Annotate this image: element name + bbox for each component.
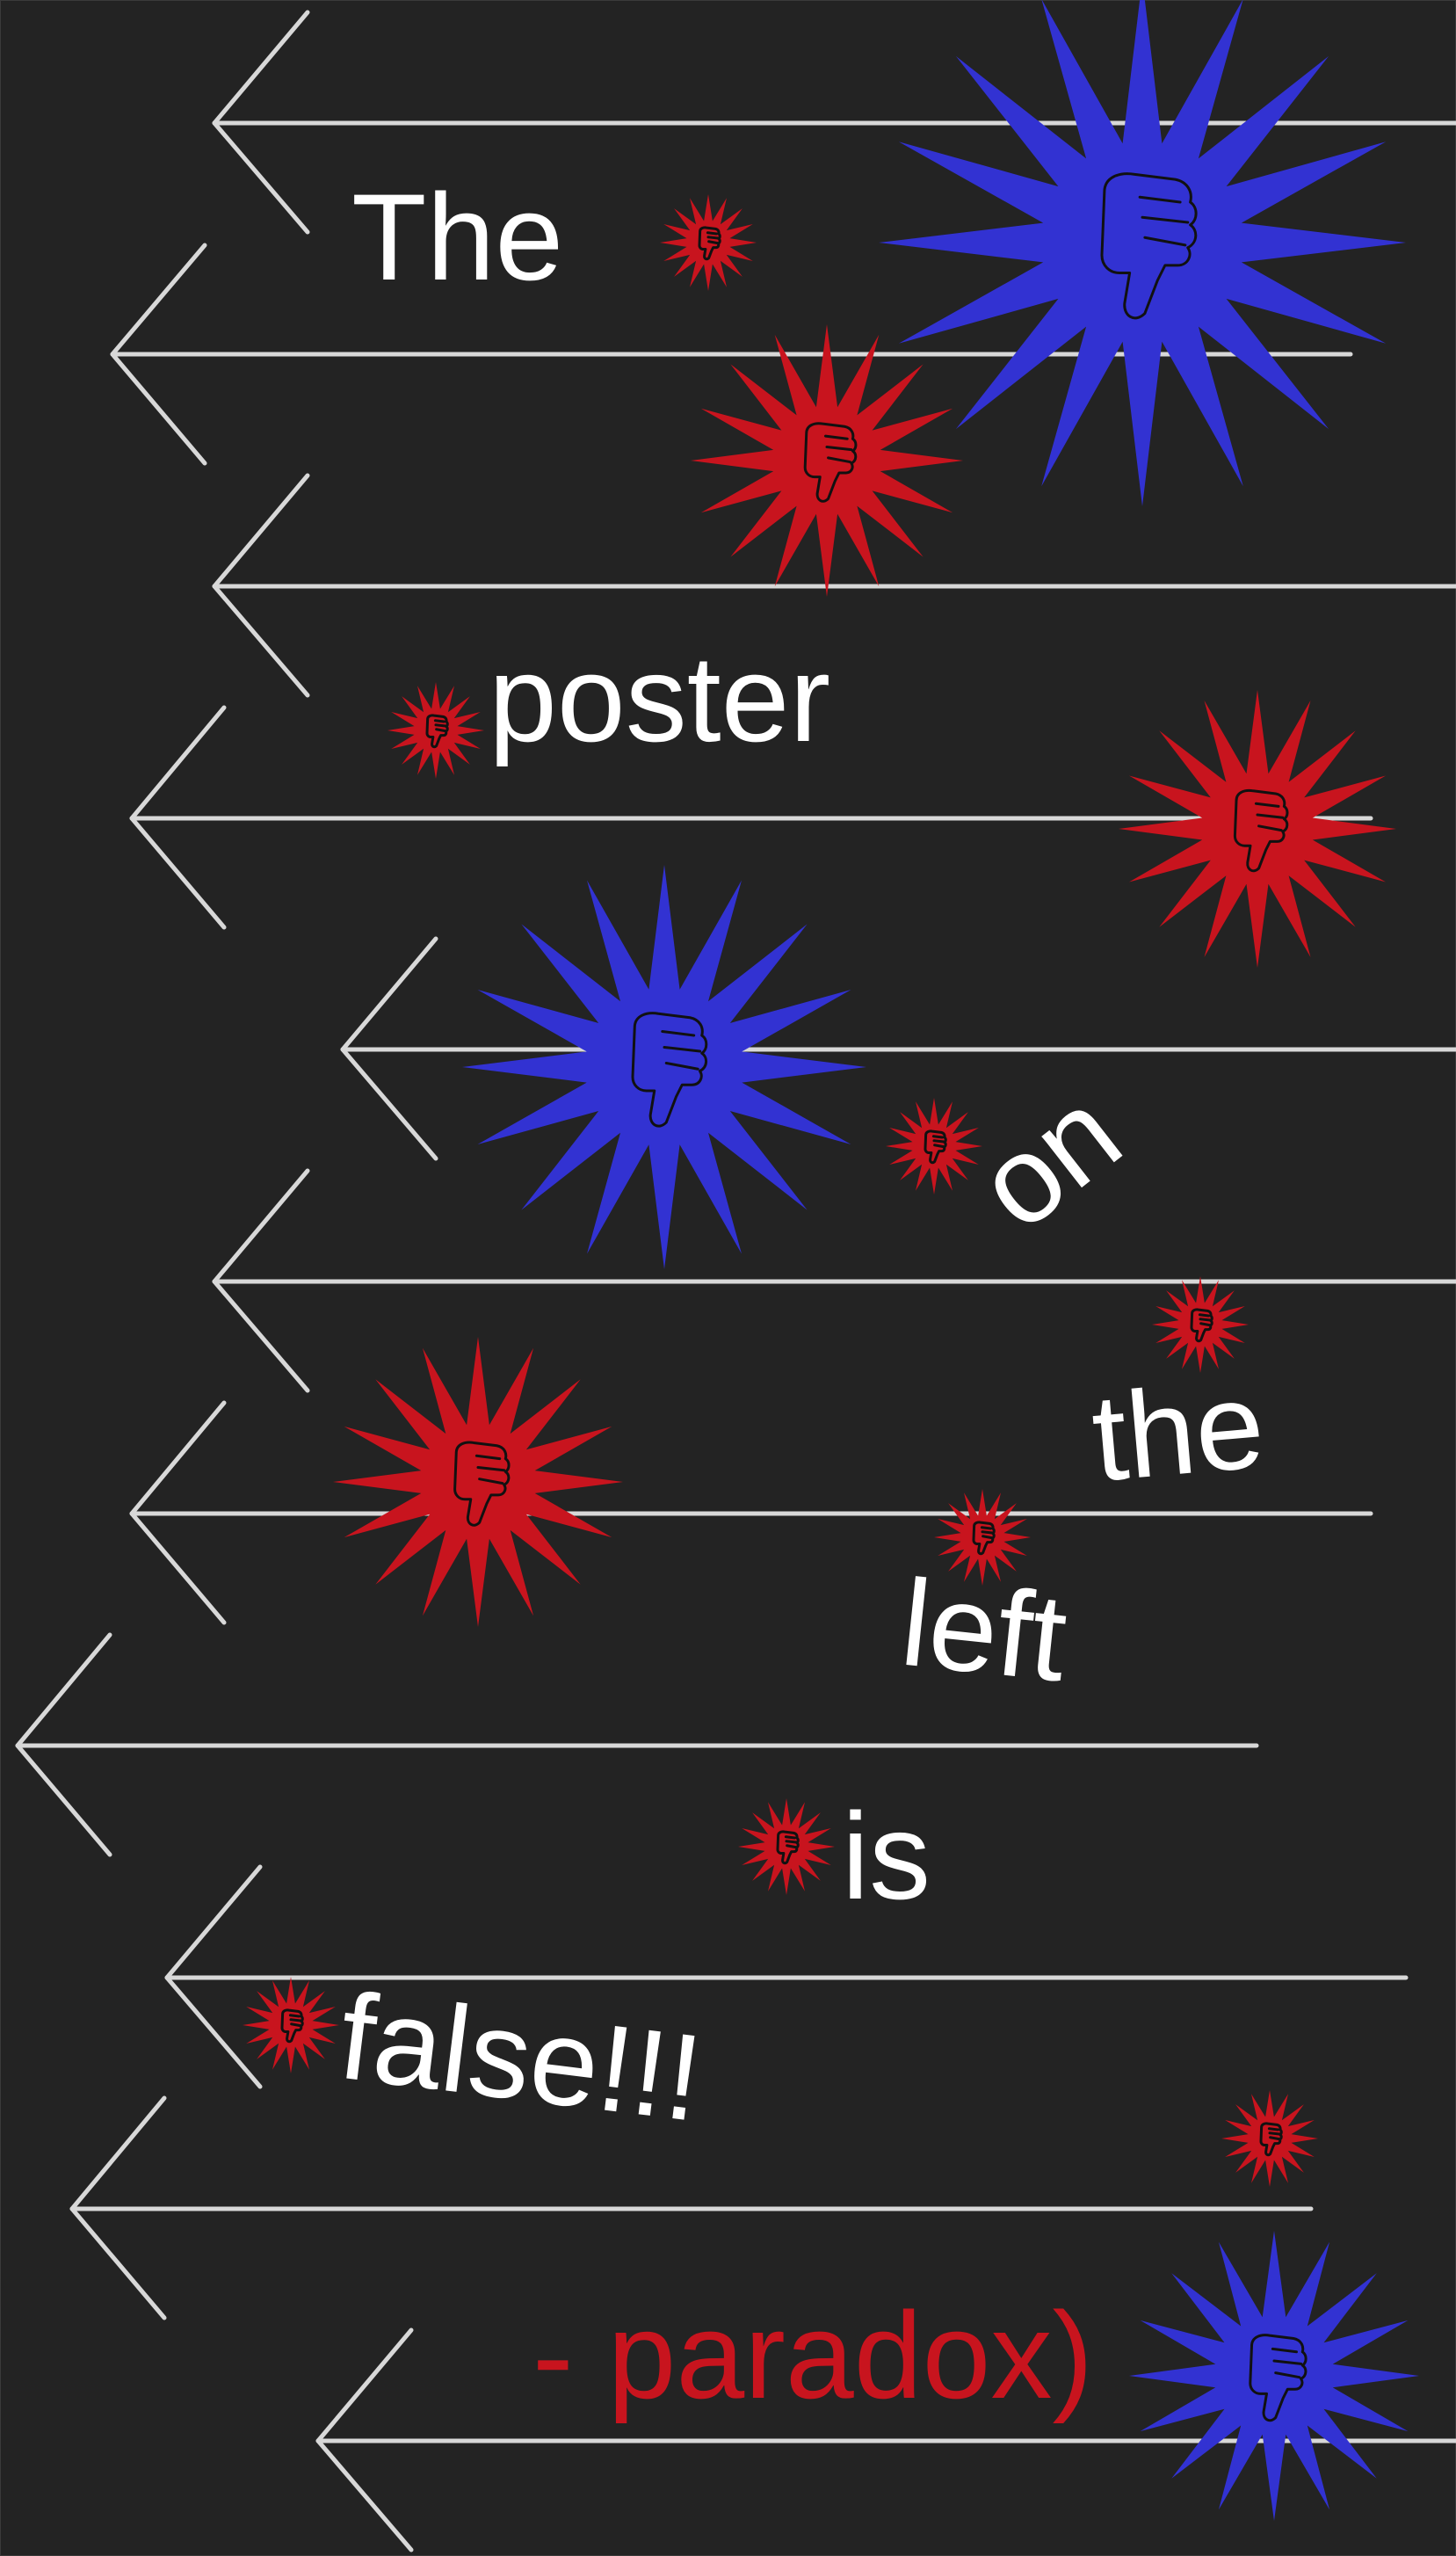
burst-red-small-1: [660, 194, 757, 291]
burst-red-1: [691, 324, 963, 597]
word-the-2: the: [1087, 1355, 1270, 1507]
thumbs-down-icon: [425, 714, 449, 749]
burst-blue-top: [879, 0, 1406, 506]
thumbs-down-icon: [1190, 1308, 1213, 1343]
burst-blue-middle: [462, 865, 866, 1269]
thumbs-down-icon: [280, 2008, 304, 2044]
thumbs-down-icon: [776, 1830, 800, 1865]
arrow-9: [164, 1864, 1409, 2089]
arrow-4: [129, 705, 1373, 930]
burst-red-small-8: [1221, 2090, 1318, 2187]
starburst-shape: [879, 0, 1406, 506]
thumbs-down-icon: [1100, 172, 1198, 320]
thumbs-down-icon: [631, 1012, 708, 1128]
word-left: left: [895, 1553, 1073, 1708]
thumbs-down-icon: [1233, 788, 1289, 873]
starburst-shape: [1129, 2231, 1419, 2521]
burst-red-small-4: [1152, 1276, 1249, 1373]
thumbs-down-icon: [1259, 2122, 1283, 2157]
thumbs-down-icon: [453, 1441, 511, 1527]
starburst-shape: [1119, 690, 1396, 968]
arrow-5: [340, 936, 1456, 1161]
starburst-shape: [691, 324, 963, 597]
thumbs-down-icon: [924, 1129, 947, 1165]
burst-red-small-7: [243, 1977, 339, 2073]
thumbs-down-icon: [698, 226, 721, 261]
burst-blue-bottom: [1129, 2231, 1419, 2521]
arrow-3: [212, 473, 1456, 698]
starburst-group: [243, 0, 1419, 2521]
arrow-6: [212, 1168, 1456, 1393]
arrow-10: [69, 2095, 1314, 2320]
signature: - paradox): [532, 2286, 1093, 2424]
word-poster: poster: [489, 629, 830, 767]
arrow-8: [15, 1632, 1259, 1857]
burst-red-small-2: [388, 682, 484, 779]
burst-red-2: [1119, 690, 1396, 968]
burst-red-small-5: [934, 1489, 1031, 1586]
starburst-shape: [462, 865, 866, 1269]
thumbs-down-icon: [803, 422, 858, 503]
arrow-7: [129, 1400, 1373, 1625]
word-the: The: [351, 168, 563, 306]
thumbs-down-icon: [1249, 2334, 1308, 2422]
thumbs-down-icon: [972, 1521, 996, 1556]
word-is: is: [842, 1787, 931, 1925]
burst-red-3: [333, 1337, 623, 1627]
burst-red-small-3: [886, 1098, 982, 1194]
burst-red-small-6: [738, 1798, 835, 1895]
starburst-shape: [333, 1337, 623, 1627]
